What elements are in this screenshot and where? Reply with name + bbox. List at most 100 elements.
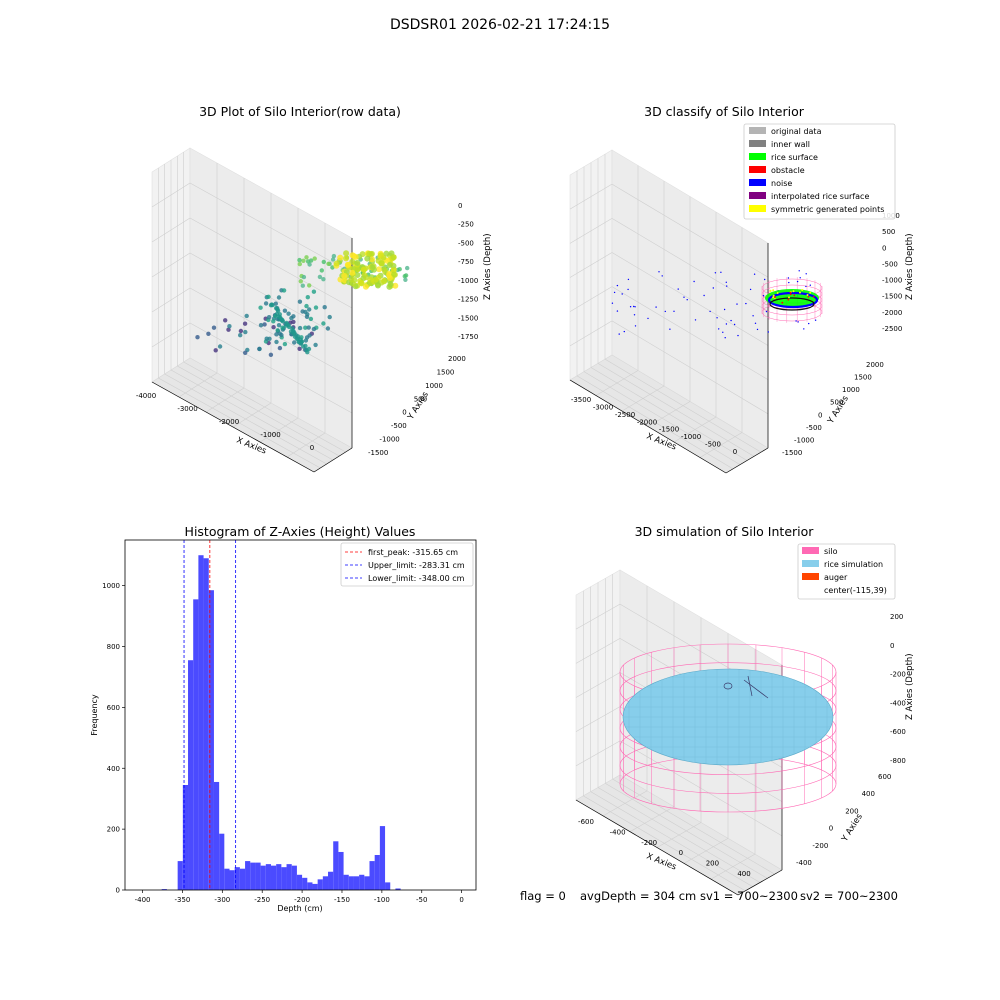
scatter-point xyxy=(391,271,398,278)
x-tick-label: -50 xyxy=(416,896,427,904)
histogram-bar xyxy=(270,865,277,890)
legend-swatch xyxy=(802,547,819,554)
z-tick-label: -1000 xyxy=(458,277,478,285)
noise-point xyxy=(673,310,675,312)
y-tick-label: -400 xyxy=(796,859,812,867)
z-tick-label: 0 xyxy=(882,244,886,252)
x-tick-label: 0 xyxy=(733,448,737,456)
scatter-point xyxy=(300,309,305,314)
y-tick-label: 1000 xyxy=(102,582,120,590)
histogram-bar xyxy=(161,889,167,890)
noise-point xyxy=(764,278,766,281)
obstacle-point xyxy=(787,298,790,301)
scatter-point xyxy=(300,283,305,288)
legend-label: silo xyxy=(824,547,838,556)
y-axis-label: Y Axies xyxy=(840,812,866,845)
noise-point xyxy=(749,288,752,291)
y-tick-label: -1500 xyxy=(368,449,388,457)
x-tick-label: -2500 xyxy=(615,411,635,419)
scatter-point xyxy=(206,331,211,336)
y-tick-label: 200 xyxy=(845,807,858,815)
scatter-point xyxy=(291,319,296,325)
histogram-bar xyxy=(307,882,313,890)
histogram-bar xyxy=(219,833,225,890)
chart-simulation: 3D simulation of Silo Interior -600 -400 -2… xyxy=(575,524,915,896)
legend-label: obstacle xyxy=(771,166,805,175)
y-tick-label: 500 xyxy=(830,399,843,407)
x-tick-label: -1500 xyxy=(659,426,679,434)
scatter-point xyxy=(341,272,348,279)
noise-point xyxy=(723,308,726,311)
noise-point xyxy=(724,337,726,339)
legend-swatch xyxy=(749,192,766,199)
scatter-point xyxy=(292,340,297,345)
grid-line xyxy=(189,182,353,274)
scatter-point xyxy=(360,266,367,273)
status-avg-depth: avgDepth = 304 cm xyxy=(580,889,697,903)
x-tick-label: -150 xyxy=(334,896,350,904)
scatter-point xyxy=(274,332,279,337)
y-tick-label: -200 xyxy=(812,842,828,850)
scatter-point xyxy=(195,335,200,340)
legend-label: center(-115,39) xyxy=(824,586,887,595)
scatter-point xyxy=(403,277,408,282)
scatter-point xyxy=(375,282,381,289)
grid-line xyxy=(151,182,191,208)
legend-frame xyxy=(340,542,474,587)
noise-point xyxy=(725,323,728,325)
scatter-point xyxy=(271,319,276,324)
histogram-bar xyxy=(260,865,266,890)
legend-label: interpolated rice surface xyxy=(771,192,869,201)
histogram-bar xyxy=(265,864,271,890)
noise-point xyxy=(627,288,629,291)
histogram-bar xyxy=(177,861,183,890)
scatter-point xyxy=(298,279,303,284)
histogram-bar xyxy=(281,867,287,890)
grid-line xyxy=(575,603,621,630)
scatter-point xyxy=(277,345,283,351)
noise-point xyxy=(754,322,757,324)
z-tick-label: -1500 xyxy=(882,293,902,301)
symmetric-point xyxy=(801,289,804,291)
scatter-point xyxy=(306,325,311,330)
noise-point xyxy=(627,278,630,281)
inner-wall xyxy=(769,297,815,311)
scatter-point xyxy=(377,252,384,259)
noise-point xyxy=(765,310,768,313)
noise-point xyxy=(762,295,765,297)
noise-point xyxy=(733,323,736,326)
grid-line xyxy=(569,183,613,210)
scatter-point xyxy=(297,257,302,263)
z-tick-label: -750 xyxy=(458,258,474,266)
histogram-bar xyxy=(343,874,349,890)
x-tick-label: -1000 xyxy=(681,433,701,441)
scatter-point xyxy=(298,337,303,342)
scatter-point xyxy=(313,305,319,310)
histogram-bar xyxy=(379,826,386,890)
scatter-point xyxy=(313,342,318,348)
legend-swatch xyxy=(749,153,766,160)
noise-point xyxy=(756,328,759,331)
histogram-bar xyxy=(302,877,308,890)
histogram-bar xyxy=(374,855,380,890)
scatter-point xyxy=(303,338,309,343)
noise-point xyxy=(798,270,800,272)
noise-point xyxy=(661,275,663,277)
x-tick-label: -600 xyxy=(578,818,594,826)
scatter-point xyxy=(262,322,267,327)
x-tick-label: -100 xyxy=(374,896,390,904)
x-tick-label: 200 xyxy=(706,860,719,868)
z-tick-label: -2500 xyxy=(882,325,902,333)
scatter-point xyxy=(366,250,373,257)
scatter-point xyxy=(321,259,326,265)
scatter-point xyxy=(354,259,361,266)
noise-point xyxy=(745,302,747,305)
scatter-point xyxy=(349,258,356,265)
scatter-point xyxy=(284,320,289,326)
noise-point xyxy=(677,288,679,290)
scatter-point xyxy=(343,250,350,257)
scatter-point xyxy=(242,321,248,326)
scatter-point xyxy=(331,253,337,259)
noise-point xyxy=(694,319,697,321)
scatter-point xyxy=(226,327,231,332)
